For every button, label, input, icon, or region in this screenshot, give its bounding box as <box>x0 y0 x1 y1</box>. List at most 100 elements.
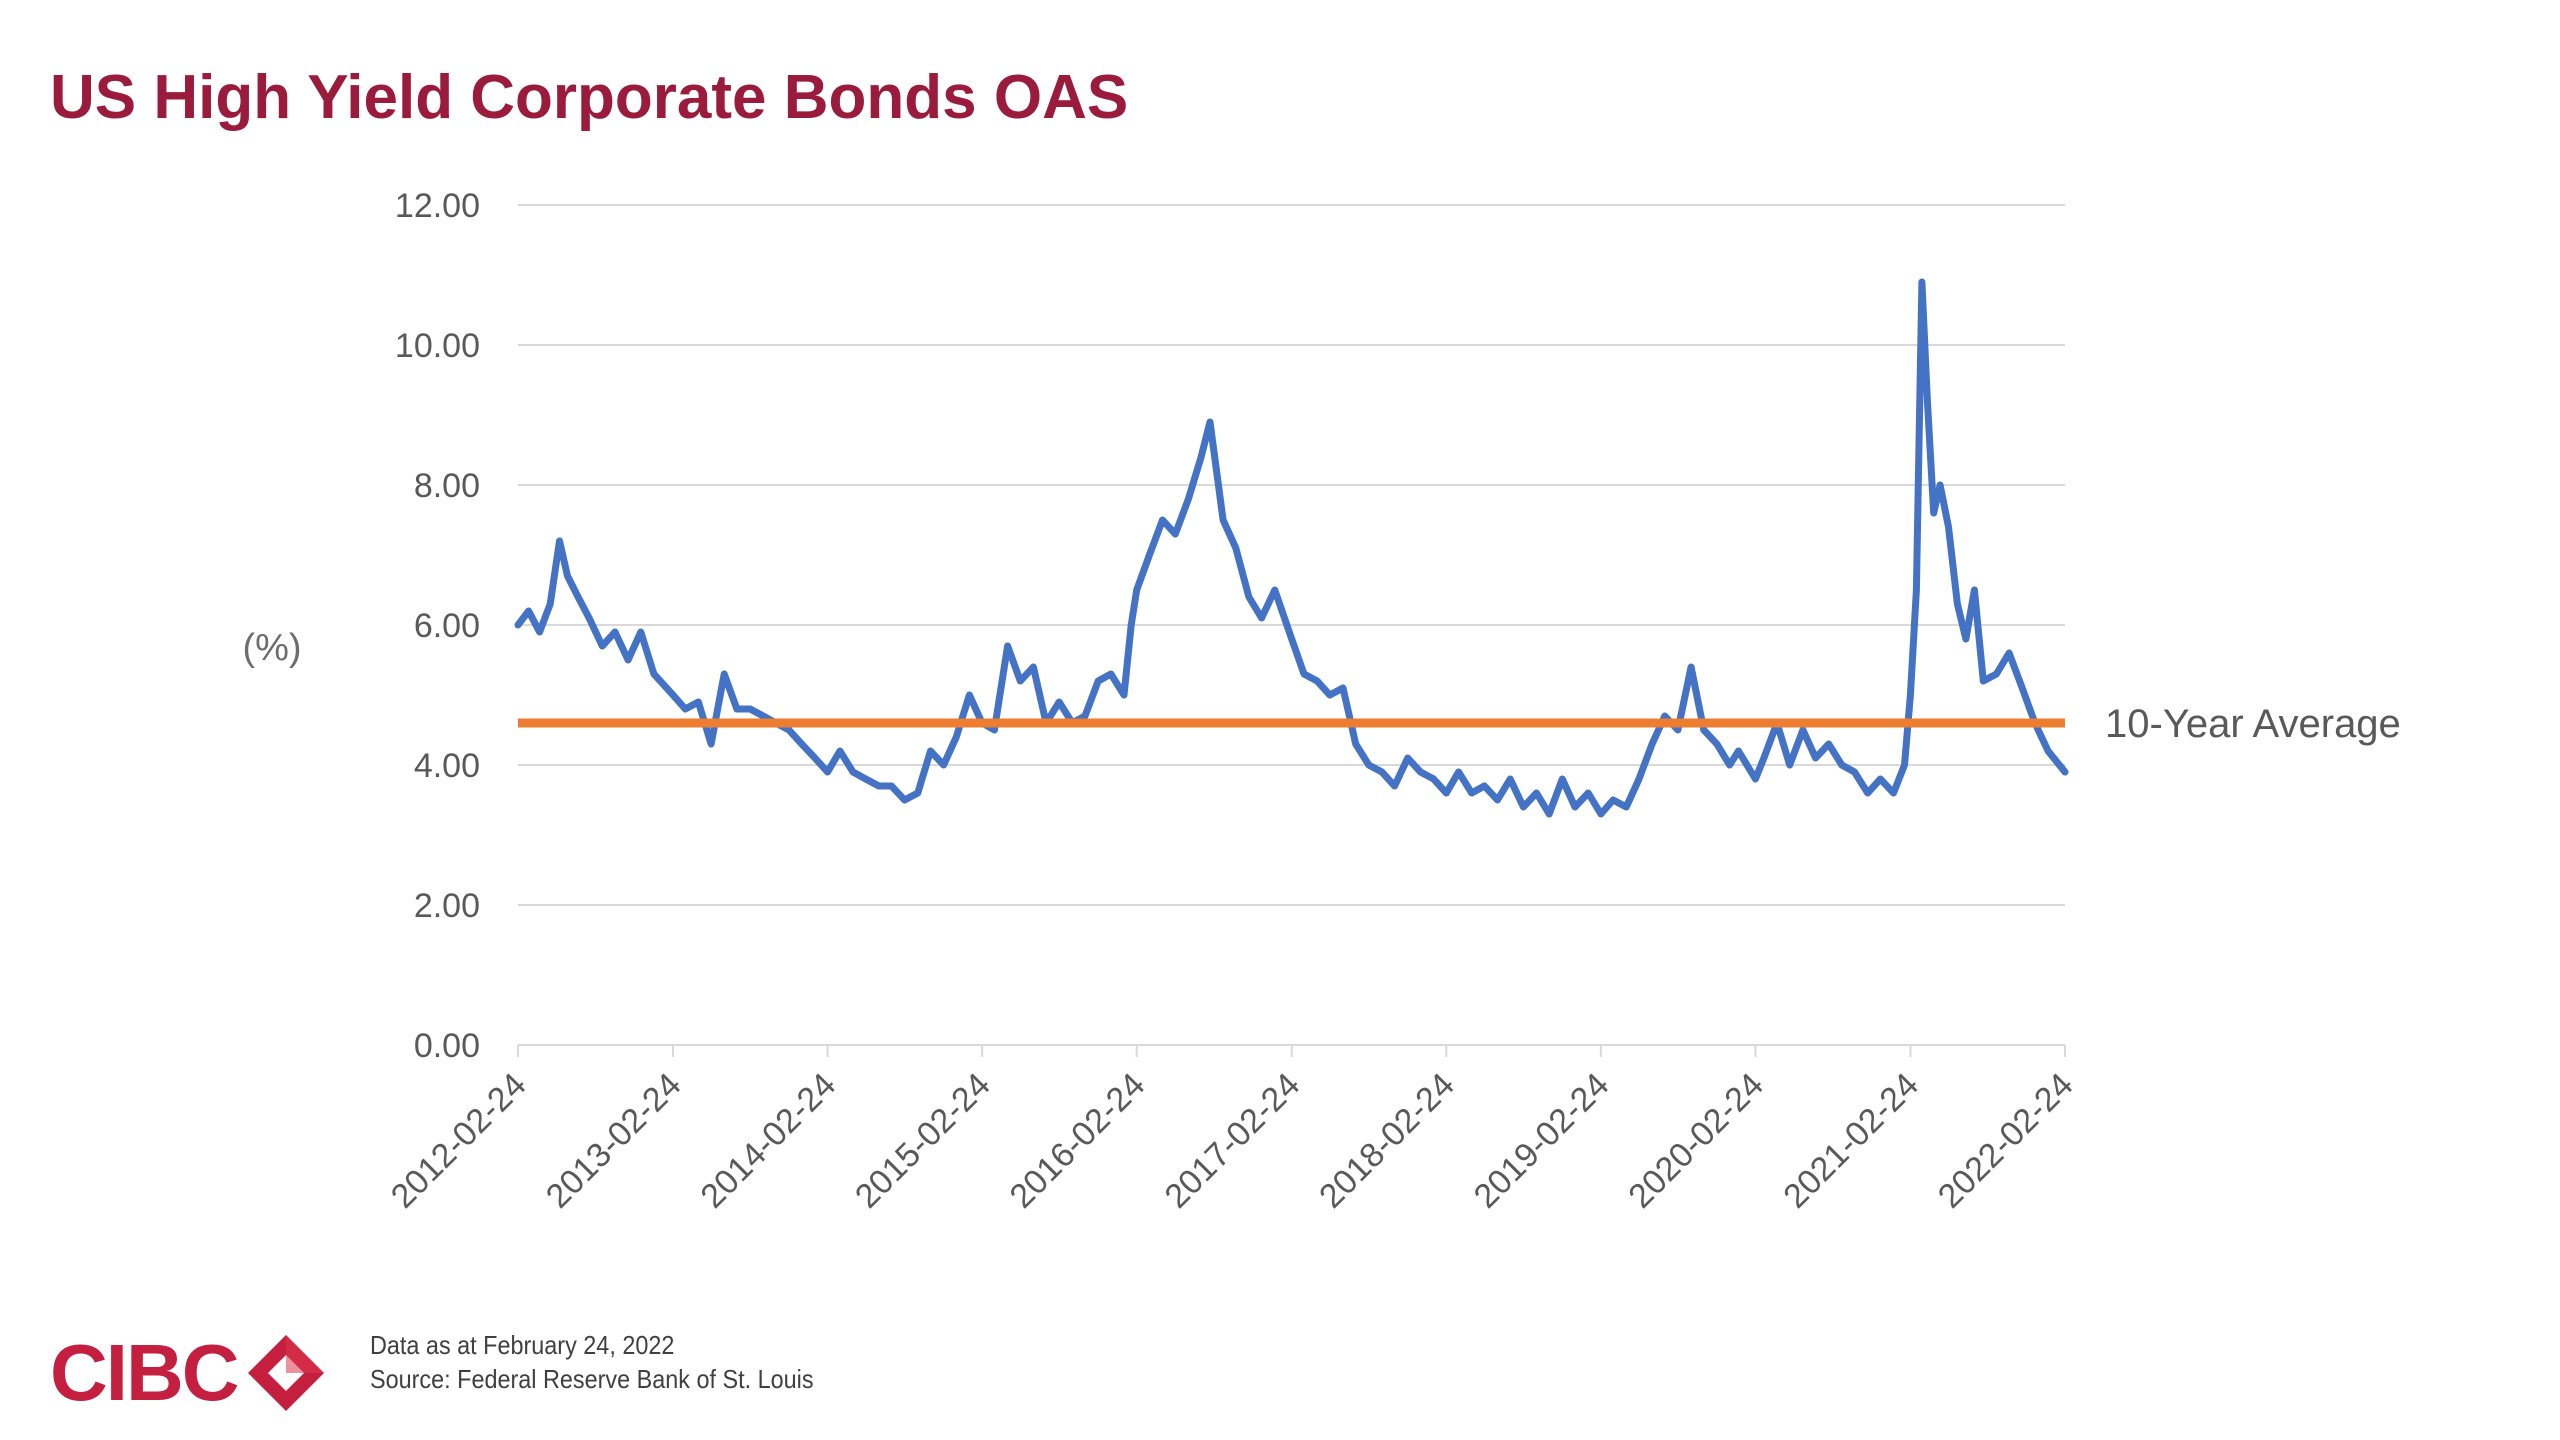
oas-data-point <box>637 628 645 636</box>
ten-year-average-label: 10-Year Average <box>2105 702 2401 746</box>
oas-data-point <box>1378 768 1386 776</box>
oas-data-point <box>991 726 998 734</box>
oas-data-point <box>1258 614 1265 622</box>
oas-data-point <box>1468 789 1475 797</box>
x-tick-label: 2012-02-24 <box>384 1066 534 1216</box>
oas-data-point <box>1056 698 1063 706</box>
oas-data-point <box>1245 593 1253 601</box>
oas-data-point <box>1219 516 1227 524</box>
oas-data-point <box>1159 516 1166 524</box>
oas-data-point <box>733 705 741 713</box>
oas-data-point <box>1339 684 1347 692</box>
oas-data-point <box>585 614 593 622</box>
y-axis-label: (%) <box>242 627 301 669</box>
oas-data-point <box>1799 726 1807 734</box>
x-tick-label: 2021-02-24 <box>1776 1066 1926 1216</box>
oas-data-point <box>1313 677 1321 685</box>
cibc-logo: CIBC <box>50 1328 328 1418</box>
oas-data-point <box>1146 551 1153 559</box>
oas-data-point <box>1648 740 1656 748</box>
oas-data-point <box>669 691 677 699</box>
oas-data-point <box>1288 635 1295 643</box>
oas-data-point <box>836 747 844 755</box>
oas-data-point <box>1584 789 1592 797</box>
oas-data-point <box>1993 670 2000 678</box>
oas-data-point <box>1838 761 1846 769</box>
oas-data-point <box>546 600 554 608</box>
oas-data-point <box>1877 775 1884 783</box>
oas-data-point <box>1918 278 1926 286</box>
x-tick-label: 2014-02-24 <box>693 1066 843 1216</box>
oas-data-point <box>785 726 793 734</box>
x-tick-label: 2018-02-24 <box>1312 1066 1462 1216</box>
oas-data-point <box>966 691 973 699</box>
oas-data-point <box>798 740 805 748</box>
oas-data-point <box>1623 803 1630 811</box>
y-tick-label: 0.00 <box>414 1027 480 1065</box>
oas-data-point <box>624 656 632 664</box>
y-tick-label: 12.00 <box>395 187 480 225</box>
oas-series-line <box>514 278 2069 818</box>
oas-data-point <box>707 740 715 748</box>
oas-data-point <box>1597 810 1605 818</box>
oas-data-point <box>611 628 619 636</box>
footer: CIBC Data as at February 24, 2022 Source… <box>50 1328 950 1418</box>
oas-data-point <box>1185 495 1192 503</box>
y-tick-label: 6.00 <box>414 607 480 645</box>
oas-data-point <box>1924 397 1931 405</box>
cibc-diamond-icon <box>247 1335 324 1411</box>
oas-data-point <box>1825 740 1832 748</box>
oas-data-point <box>1700 726 1707 734</box>
y-tick-label: 4.00 <box>414 747 480 785</box>
oas-data-point <box>1907 691 1914 699</box>
oas-data-point <box>2005 649 2013 657</box>
oas-data-point <box>1197 453 1205 461</box>
oas-data-point <box>901 796 908 804</box>
oas-data-point <box>1520 803 1527 811</box>
oas-data-point <box>1507 775 1514 783</box>
oas-data-point <box>1971 586 1978 594</box>
oas-data-point <box>914 789 921 797</box>
oas-data-point <box>2019 684 2026 692</box>
oas-data-point <box>682 705 689 713</box>
oas-data-point <box>1365 761 1372 769</box>
oas-data-point <box>746 705 754 713</box>
oas-data-point <box>1081 712 1089 720</box>
oas-data-point <box>1930 509 1937 517</box>
y-tick-label: 2.00 <box>414 887 480 925</box>
oas-data-point <box>1913 586 1920 594</box>
oas-data-point <box>650 670 658 678</box>
oas-data-point <box>2044 747 2052 755</box>
oas-data-point <box>574 593 582 601</box>
oas-data-point <box>2061 768 2069 776</box>
oas-data-point <box>1687 663 1695 671</box>
oas-data-point <box>1128 621 1135 629</box>
oas-data-point <box>1030 663 1037 671</box>
x-tick-label: 2022-02-24 <box>1931 1066 2081 1216</box>
oas-data-point <box>1661 712 1669 720</box>
oas-data-point <box>1945 523 1952 531</box>
oas-data-point <box>1326 691 1334 699</box>
oas-data-point <box>953 733 960 741</box>
oas-data-point <box>1726 761 1733 769</box>
oas-data-point <box>1391 782 1398 790</box>
oas-data-point <box>514 621 522 629</box>
oas-data-point <box>1962 635 1970 643</box>
oas-data-point <box>1494 796 1501 804</box>
oas-data-point <box>1094 677 1102 685</box>
oas-data-point <box>1752 775 1759 783</box>
oas-data-point <box>1735 747 1742 755</box>
oas-data-point <box>1980 677 1987 685</box>
oas-data-point <box>1901 761 1908 769</box>
oas-data-point <box>1559 775 1566 783</box>
oas-data-point <box>811 754 819 762</box>
oas-data-point <box>599 642 606 650</box>
x-tick-label: 2013-02-24 <box>539 1066 689 1216</box>
oas-data-point <box>1430 775 1437 783</box>
y-tick-label: 10.00 <box>395 327 480 365</box>
oas-data-point <box>1443 789 1450 797</box>
oas-data-point <box>1271 586 1278 594</box>
x-tick-label: 2019-02-24 <box>1467 1066 1617 1216</box>
